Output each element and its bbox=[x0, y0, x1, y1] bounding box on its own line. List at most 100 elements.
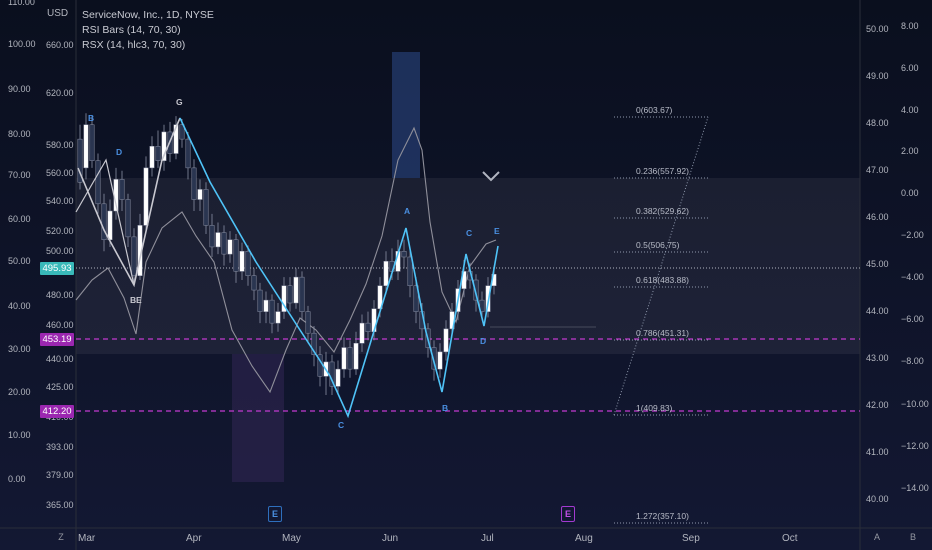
indicator-rsi-bars[interactable]: RSI Bars (14, 70, 30) bbox=[82, 24, 181, 36]
candle-down bbox=[101, 203, 107, 240]
candle-up bbox=[83, 124, 89, 169]
wave-label: C bbox=[466, 228, 472, 238]
rsi-oversold-shade bbox=[232, 354, 284, 482]
chevron-down-icon bbox=[482, 171, 500, 182]
candle-down bbox=[95, 160, 101, 205]
right-axis2-tick: −12.00 bbox=[901, 441, 929, 451]
earnings-marker-1[interactable]: E bbox=[268, 506, 282, 522]
earnings-marker-2[interactable]: E bbox=[561, 506, 575, 522]
fib-level-label: 0.786(451.31) bbox=[636, 328, 689, 338]
wave-label: A bbox=[404, 206, 410, 216]
candle-down bbox=[191, 167, 197, 200]
candle-down bbox=[365, 322, 371, 332]
right-axis-tick: 43.00 bbox=[866, 353, 889, 363]
log-scale-button[interactable]: B bbox=[909, 532, 916, 542]
candle-up bbox=[107, 210, 113, 240]
rsi-axis-tick: 0.00 bbox=[8, 474, 26, 484]
candle-down bbox=[251, 275, 257, 291]
candle-up bbox=[281, 285, 287, 312]
wave-label: D bbox=[116, 147, 122, 157]
wave-label: G bbox=[176, 97, 183, 107]
candle-up bbox=[443, 328, 449, 353]
candle-down bbox=[311, 332, 317, 355]
rsi-axis-tick: 30.00 bbox=[8, 344, 31, 354]
candle-up bbox=[227, 239, 233, 255]
candle-down bbox=[407, 256, 413, 286]
candle-down bbox=[233, 239, 239, 272]
indicator-rsx[interactable]: RSX (14, hlc3, 70, 30) bbox=[82, 39, 186, 51]
rsi-axis-tick: 100.00 bbox=[8, 39, 36, 49]
candle-down bbox=[299, 276, 305, 312]
rsi-axis-tick: 90.00 bbox=[8, 84, 31, 94]
time-axis-label: Apr bbox=[186, 533, 202, 544]
rsi-axis-tick: 70.00 bbox=[8, 170, 31, 180]
candle-up bbox=[359, 322, 365, 344]
fib-level-label: 0.618(483.88) bbox=[636, 275, 689, 285]
fib-level-label: 1(409.83) bbox=[636, 403, 673, 413]
candle-up bbox=[335, 368, 341, 387]
price-axis-tick: 440.00 bbox=[46, 354, 74, 364]
time-axis-label: Oct bbox=[782, 533, 798, 544]
rsx-line bbox=[75, 126, 497, 394]
zoom-corner-button[interactable]: Z bbox=[58, 532, 64, 542]
candle-down bbox=[221, 232, 227, 255]
fib-level-label: 0.5(506.75) bbox=[636, 240, 680, 250]
right-axis-tick: 42.00 bbox=[866, 400, 889, 410]
candle-down bbox=[473, 279, 479, 301]
candle-down bbox=[179, 124, 185, 140]
rsi-overbought-shade bbox=[392, 52, 420, 178]
right-axis-tick: 40.00 bbox=[866, 494, 889, 504]
fib-level-label: 1.272(357.10) bbox=[636, 511, 689, 521]
price-axis-tick: 560.00 bbox=[46, 168, 74, 178]
right-axis2-tick: 0.00 bbox=[901, 188, 919, 198]
candle-down bbox=[131, 236, 137, 276]
candle-down bbox=[287, 285, 293, 304]
candle-down bbox=[125, 199, 131, 238]
right-axis2-tick: 2.00 bbox=[901, 146, 919, 156]
rsi-axis-tick: 110.00 bbox=[8, 0, 35, 7]
wave-label: E bbox=[494, 226, 500, 236]
candle-down bbox=[479, 299, 485, 312]
time-axis-label: Jul bbox=[481, 533, 494, 544]
price-axis-tick: 520.00 bbox=[46, 226, 74, 236]
right-axis-tick: 48.00 bbox=[866, 118, 889, 128]
fib-level-label: 0.236(557.92) bbox=[636, 166, 689, 176]
wave-label: E bbox=[136, 295, 142, 305]
candle-down bbox=[257, 289, 263, 312]
rsi-axis-tick: 10.00 bbox=[8, 430, 31, 440]
price-axis-tick: 393.00 bbox=[46, 442, 74, 452]
price-axis-tick: 500.00 bbox=[46, 246, 74, 256]
right-axis2-tick: 4.00 bbox=[901, 105, 919, 115]
candle-up bbox=[353, 343, 359, 370]
candle-up bbox=[161, 131, 167, 161]
time-axis-label: Aug bbox=[575, 533, 593, 544]
fib-level-label: 0(603.67) bbox=[636, 105, 673, 115]
candle-down bbox=[329, 361, 335, 387]
candle-down bbox=[77, 138, 83, 183]
chart-legend: ServiceNow, Inc., 1D, NYSE RSI Bars (14,… bbox=[82, 8, 214, 53]
current-price-tag: 495.93 bbox=[40, 262, 74, 275]
wave-label: D bbox=[480, 336, 486, 346]
level-a-tag: 453.19 bbox=[40, 333, 74, 346]
rsi-axis-tick: 80.00 bbox=[8, 129, 31, 139]
right-axis2-tick: −8.00 bbox=[901, 356, 924, 366]
currency-label: USD bbox=[47, 8, 69, 19]
candle-down bbox=[401, 251, 407, 258]
price-axis-tick: 480.00 bbox=[46, 290, 74, 300]
candle-up bbox=[173, 124, 179, 154]
time-axis-label: Sep bbox=[682, 533, 700, 544]
price-axis-tick: 660.00 bbox=[46, 40, 74, 50]
symbol-title[interactable]: ServiceNow, Inc., 1D, NYSE bbox=[82, 9, 214, 21]
candle-down bbox=[317, 354, 323, 377]
wave-white-line-2 bbox=[75, 158, 135, 286]
candle-up bbox=[197, 189, 203, 200]
candle-down bbox=[431, 347, 437, 370]
candle-up bbox=[383, 261, 389, 286]
candle-up bbox=[263, 299, 269, 312]
candle-down bbox=[245, 251, 251, 276]
right-axis2-tick: −14.00 bbox=[901, 483, 929, 493]
auto-scale-button[interactable]: A bbox=[873, 532, 880, 542]
fib-level-label: 0.382(529.62) bbox=[636, 206, 689, 216]
right-axis2-tick: −10.00 bbox=[901, 399, 929, 409]
